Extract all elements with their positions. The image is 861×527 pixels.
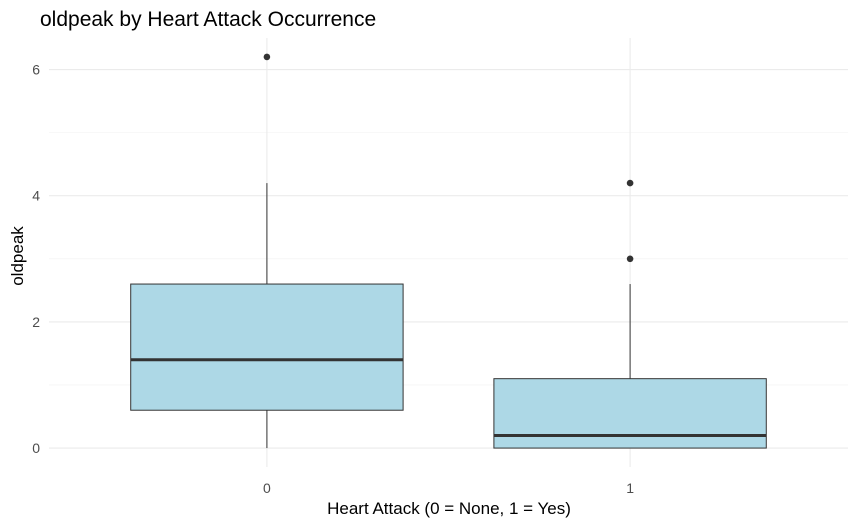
- chart-title: oldpeak by Heart Attack Occurrence: [40, 8, 376, 31]
- box-group-0: [130, 53, 404, 449]
- y-tick-label: 2: [32, 314, 40, 330]
- y-tick-label: 0: [32, 440, 40, 456]
- iqr-box: [493, 378, 767, 449]
- x-tick-label: 1: [626, 480, 634, 496]
- outlier-point: [263, 53, 271, 61]
- boxes-layer: [130, 53, 767, 449]
- iqr-box: [130, 283, 404, 411]
- outlier-point: [626, 179, 634, 187]
- x-axis-title: Heart Attack (0 = None, 1 = Yes): [327, 499, 571, 518]
- outlier-point: [626, 255, 634, 263]
- y-tick-label: 4: [32, 188, 40, 204]
- y-axis-title: oldpeak: [8, 226, 27, 286]
- x-tick-label: 0: [263, 480, 271, 496]
- y-axis-ticks: 0 2 4 6: [32, 62, 40, 457]
- box-group-1: [493, 179, 767, 449]
- y-tick-label: 6: [32, 62, 40, 78]
